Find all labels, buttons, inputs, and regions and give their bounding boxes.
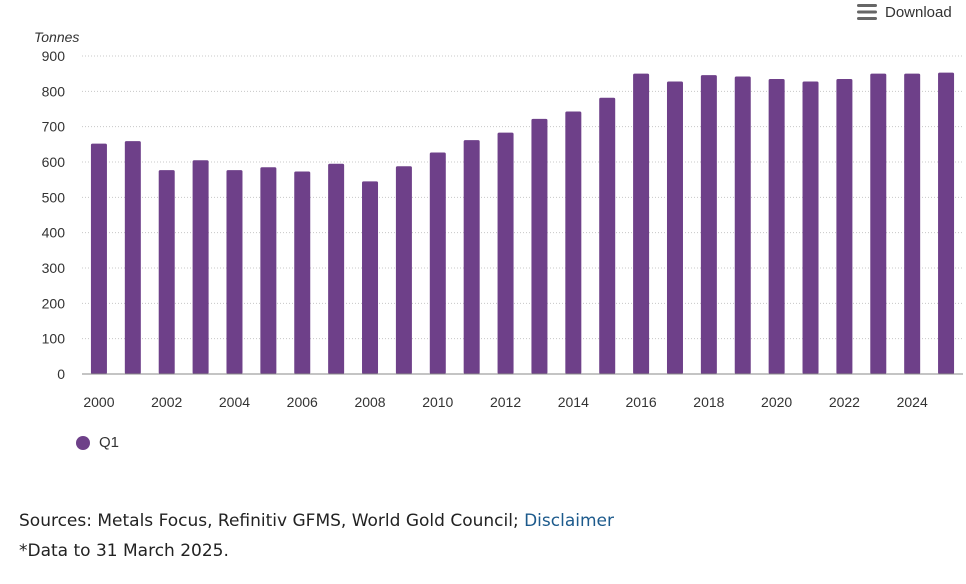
legend-label: Q1 [99,434,120,451]
y-tick-label: 400 [42,225,66,241]
x-tick-label: 2014 [558,394,589,410]
bar-2005[interactable] [260,167,277,374]
y-axis-ticks: 0 100 200 300 400 500 600 700 800 900 [42,48,66,382]
bar-2006[interactable] [294,171,311,374]
x-axis-ticks: 2000 2002 2004 2006 2008 2010 2012 2014 2016 2018… [83,394,928,410]
x-tick-label: 2016 [626,394,657,410]
sources-note: Sources: Metals Focus, Refinitiv GFMS, W… [19,511,614,531]
x-tick-label: 2010 [422,394,453,410]
y-tick-label: 800 [42,83,66,99]
bar-2025[interactable] [938,72,955,375]
bar-2011[interactable] [463,140,480,374]
bar-2010[interactable] [429,152,446,374]
legend-marker [76,435,90,450]
y-tick-label: 500 [42,189,66,205]
x-tick-label: 2022 [829,394,860,410]
bar-2021[interactable] [802,81,819,374]
y-tick-label: 700 [42,119,66,135]
bar-2023[interactable] [870,73,887,375]
bar-2000[interactable] [90,143,107,374]
bar-series [90,72,955,375]
legend[interactable]: Q1 [76,434,119,451]
bar-2020[interactable] [768,78,785,374]
bar-2001[interactable] [124,141,141,374]
bar-chart: Tonnes 0 100 200 300 400 500 600 700 800 900 2000… [34,29,963,410]
x-tick-label: 2004 [219,394,250,410]
gridlines [82,55,963,340]
bar-2019[interactable] [734,76,751,374]
download-button[interactable]: Download [855,0,952,24]
y-tick-label: 100 [42,331,66,347]
footnote: *Data to 31 March 2025. [19,541,229,561]
bar-2009[interactable] [395,166,412,374]
menu-icon [857,4,877,20]
sources-text: Sources: Metals Focus, Refinitiv GFMS, W… [19,511,525,531]
y-tick-label: 200 [42,295,66,311]
bar-2012[interactable] [497,132,514,374]
y-axis-title: Tonnes [34,29,79,45]
y-tick-label: 900 [42,48,66,64]
bar-2007[interactable] [328,163,345,374]
bar-2014[interactable] [565,111,582,375]
x-tick-label: 2012 [490,394,521,410]
disclaimer-link[interactable]: Disclaimer [524,511,614,531]
x-tick-label: 2002 [151,394,182,410]
bar-2015[interactable] [599,97,616,375]
bar-2008[interactable] [362,181,379,374]
bar-2018[interactable] [700,75,717,374]
bar-2013[interactable] [531,118,548,374]
bar-2017[interactable] [666,81,683,374]
x-tick-label: 2018 [693,394,724,410]
download-label: Download [885,3,952,21]
y-tick-label: 600 [42,154,66,170]
x-tick-label: 2006 [287,394,318,410]
bar-2024[interactable] [904,73,921,375]
bar-2004[interactable] [226,170,243,374]
bar-2016[interactable] [633,73,650,375]
y-tick-label: 0 [57,366,65,382]
bar-2022[interactable] [836,78,853,374]
x-tick-label: 2008 [354,394,385,410]
y-tick-label: 300 [42,260,66,276]
bar-2002[interactable] [158,170,175,374]
x-tick-label: 2024 [897,394,928,410]
bar-2003[interactable] [192,160,209,374]
x-tick-label: 2000 [83,394,114,410]
x-tick-label: 2020 [761,394,792,410]
